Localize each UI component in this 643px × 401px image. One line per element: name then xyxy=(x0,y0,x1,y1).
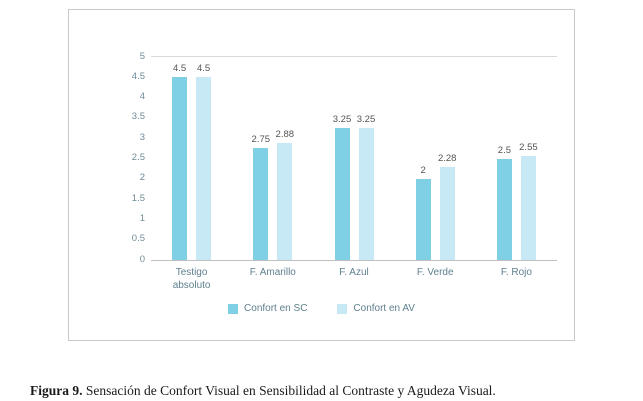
legend: Confort en SC Confort en AV xyxy=(69,303,574,314)
bar-value-label: 2.28 xyxy=(437,153,457,165)
bar-value-label: 3.25 xyxy=(332,114,352,126)
y-tick-label: 1.5 xyxy=(131,192,145,204)
bar-confort-en-sc xyxy=(253,148,269,260)
bar-confort-en-sc xyxy=(334,128,350,260)
y-tick-label: 0.5 xyxy=(131,233,145,245)
y-tick-label: 4 xyxy=(139,91,145,103)
caption-text: Sensación de Confort Visual en Sensibili… xyxy=(82,382,496,398)
bar-value-label: 2 xyxy=(420,164,426,176)
bar-value-label: 2.88 xyxy=(275,129,295,141)
category-label: F. Verde xyxy=(416,267,454,278)
figure-chart: 0 0.5 1 1.5 2 2.5 3 3.5 4 4.5 5 4.5 4.5 2.75 2.88 3.25… xyxy=(68,9,575,341)
bar-value-label: 2.5 xyxy=(497,144,511,156)
category-label: F. Rojo xyxy=(500,267,532,278)
category-axis: Testigo absoluto F. Amarillo F. Azul F. Ver… xyxy=(151,266,557,296)
y-axis: 0 0.5 1 1.5 2 2.5 3 3.5 4 4.5 5 xyxy=(69,10,147,340)
bar-confort-en-sc xyxy=(496,158,512,260)
legend-item: Confort en SC xyxy=(228,303,307,314)
bar-value-label: 2.55 xyxy=(519,142,538,154)
bar-value-label: 4.5 xyxy=(172,63,187,75)
y-tick-label: 1 xyxy=(139,212,145,224)
y-tick-label: 2.5 xyxy=(131,152,145,163)
legend-label: Confort en AV xyxy=(353,303,415,314)
bar-value-label: 2.75 xyxy=(251,134,271,146)
category-label: Testigo absoluto xyxy=(172,267,211,291)
y-tick-label: 0 xyxy=(139,253,145,265)
y-tick-label: 5 xyxy=(139,50,145,62)
caption-label: Figura 9. xyxy=(30,382,83,398)
bar-confort-en-av xyxy=(439,167,455,260)
bar-confort-en-sc xyxy=(415,178,431,260)
bar-confort-en-av xyxy=(196,77,212,260)
bar-confort-en-sc xyxy=(172,77,188,260)
bar-confort-en-av xyxy=(277,143,293,260)
legend-item: Confort en AV xyxy=(337,303,415,314)
bar-confort-en-av xyxy=(520,156,536,260)
bar-confort-en-av xyxy=(358,128,374,260)
y-tick-label: 3 xyxy=(139,131,145,143)
legend-swatch xyxy=(337,303,348,314)
category-label: F. Amarillo xyxy=(249,267,296,278)
category-label: F. Azul xyxy=(339,267,369,278)
bar-value-label: 4.5 xyxy=(196,63,211,75)
y-tick-label: 2 xyxy=(139,172,145,184)
figure-caption: Figura 9. Sensación de Confort Visual en… xyxy=(30,383,630,399)
plot-area: 4.5 4.5 2.75 2.88 3.25 3.25 2 2.28 2.5 2.55 xyxy=(151,56,557,261)
y-tick-label: 4.5 xyxy=(131,70,145,82)
legend-swatch xyxy=(228,303,239,314)
legend-label: Confort en SC xyxy=(244,303,308,314)
y-tick-label: 3.5 xyxy=(131,111,145,123)
bar-value-label: 3.25 xyxy=(356,114,376,126)
